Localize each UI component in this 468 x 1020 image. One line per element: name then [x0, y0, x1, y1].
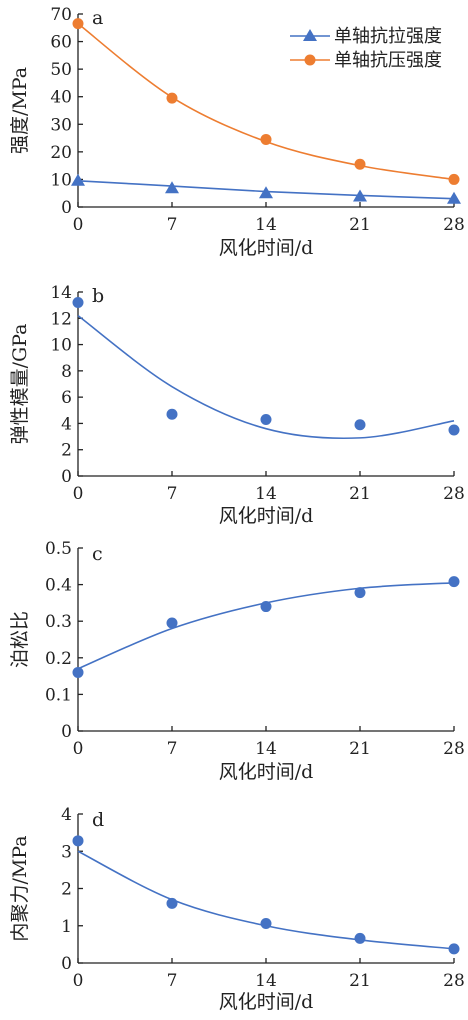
- x-tick-label: 21: [349, 971, 371, 991]
- legend-marker: [303, 29, 317, 41]
- panel-a: 0 10 20 30 40 50 60 70 0 7 14 21 28 风化时间/d 强度/MPa a 单轴抗拉…: [9, 5, 465, 259]
- y-axis-label: 强度/MPa: [9, 67, 31, 154]
- data-point: [260, 918, 272, 930]
- y-tick-label: 1: [61, 917, 72, 937]
- y-tick-label: 0.1: [45, 685, 72, 705]
- data-point: [72, 18, 84, 30]
- y-tick-label: 2: [61, 880, 72, 900]
- data-point: [448, 424, 460, 436]
- x-axis-label: 风化时间/d: [219, 505, 314, 527]
- data-point: [165, 181, 179, 194]
- data-point: [447, 191, 461, 204]
- x-tick-label: 0: [73, 971, 84, 991]
- panel-label: c: [92, 543, 103, 565]
- data-point: [354, 419, 366, 431]
- panel-label: a: [92, 7, 103, 29]
- data-point: [448, 576, 460, 588]
- x-tick-label: 7: [167, 971, 178, 991]
- data-point: [260, 133, 272, 145]
- data-point: [72, 835, 84, 847]
- data-point: [72, 666, 84, 678]
- y-axis-label: 内聚力/MPa: [9, 835, 31, 941]
- x-axis-label: 风化时间/d: [219, 761, 314, 783]
- series-line: [77, 581, 455, 670]
- y-tick-label: 60: [50, 33, 72, 53]
- data-point: [260, 413, 272, 425]
- y-tick-label: 10: [50, 170, 72, 190]
- x-tick-label: 21: [349, 215, 371, 235]
- y-tick-label: 0: [61, 722, 72, 742]
- data-point: [354, 587, 366, 599]
- y-tick-label: 14: [50, 283, 72, 303]
- data-point: [353, 189, 367, 202]
- panel-label: d: [92, 809, 104, 831]
- y-axis-label: 弹性模量/GPa: [9, 324, 31, 445]
- panel-c: 0 0.1 0.2 0.3 0.4 0.5 0 7 14 21 28 风化时间/d 泊松比 c: [9, 539, 465, 783]
- data-point: [71, 173, 85, 186]
- x-tick-label: 0: [73, 484, 84, 504]
- data-point: [259, 186, 273, 199]
- y-tick-label: 40: [50, 88, 72, 108]
- y-tick-label: 2: [61, 441, 72, 461]
- series-line: [77, 315, 455, 440]
- y-tick-label: 0: [61, 467, 72, 487]
- y-tick-label: 0.2: [45, 649, 72, 669]
- y-tick-label: 0: [61, 954, 72, 974]
- y-tick-label: 20: [50, 143, 72, 163]
- x-tick-label: 7: [167, 739, 178, 759]
- data-point: [448, 943, 460, 955]
- y-tick-label: 70: [50, 5, 72, 25]
- x-tick-label: 28: [443, 215, 465, 235]
- x-tick-label: 14: [255, 484, 277, 504]
- y-axis-label: 泊松比: [9, 611, 31, 668]
- x-tick-label: 14: [255, 971, 277, 991]
- data-point: [166, 897, 178, 909]
- legend-label: 单轴抗压强度: [334, 50, 442, 71]
- x-tick-label: 14: [255, 739, 277, 759]
- y-tick-label: 0.5: [45, 539, 72, 559]
- x-tick-label: 14: [255, 215, 277, 235]
- x-tick-label: 0: [73, 739, 84, 759]
- data-point: [72, 297, 84, 309]
- x-tick-label: 28: [443, 484, 465, 504]
- y-tick-label: 4: [61, 805, 72, 825]
- data-point: [354, 932, 366, 944]
- y-tick-label: 10: [50, 336, 72, 356]
- data-point: [354, 158, 366, 170]
- x-tick-label: 7: [167, 215, 178, 235]
- y-tick-label: 12: [50, 309, 72, 329]
- x-tick-label: 21: [349, 484, 371, 504]
- series-line: [77, 23, 455, 181]
- legend-marker: [304, 54, 316, 66]
- y-tick-label: 0.3: [45, 612, 72, 632]
- y-tick-label: 3: [61, 842, 72, 862]
- y-tick-label: 0: [61, 198, 72, 218]
- data-point: [448, 173, 460, 185]
- x-tick-label: 0: [73, 215, 84, 235]
- x-tick-label: 21: [349, 739, 371, 759]
- legend-label: 单轴抗拉强度: [334, 26, 442, 47]
- data-point: [166, 408, 178, 420]
- x-tick-label: 7: [167, 484, 178, 504]
- panel-label: b: [92, 285, 104, 307]
- data-point: [260, 601, 272, 613]
- x-axis-label: 风化时间/d: [219, 237, 314, 259]
- y-tick-label: 6: [61, 388, 72, 408]
- x-tick-label: 28: [443, 971, 465, 991]
- x-tick-label: 28: [443, 739, 465, 759]
- data-point: [166, 617, 178, 629]
- data-point: [166, 92, 178, 104]
- panel-b: 0 2 4 6 8 10 12 14 0 7 14 21 28 风化时间/d 弹性模量/GPa b: [9, 283, 465, 527]
- series-line: [77, 850, 455, 950]
- y-tick-label: 4: [61, 414, 72, 434]
- x-axis-label: 风化时间/d: [219, 991, 314, 1013]
- y-tick-label: 50: [50, 60, 72, 80]
- y-tick-label: 0.4: [45, 576, 72, 596]
- y-tick-label: 30: [50, 115, 72, 135]
- y-tick-label: 8: [61, 362, 72, 382]
- panel-d: 0 1 2 3 4 0 7 14 21 28 风化时间/d 内聚力/MPa d: [9, 805, 465, 1013]
